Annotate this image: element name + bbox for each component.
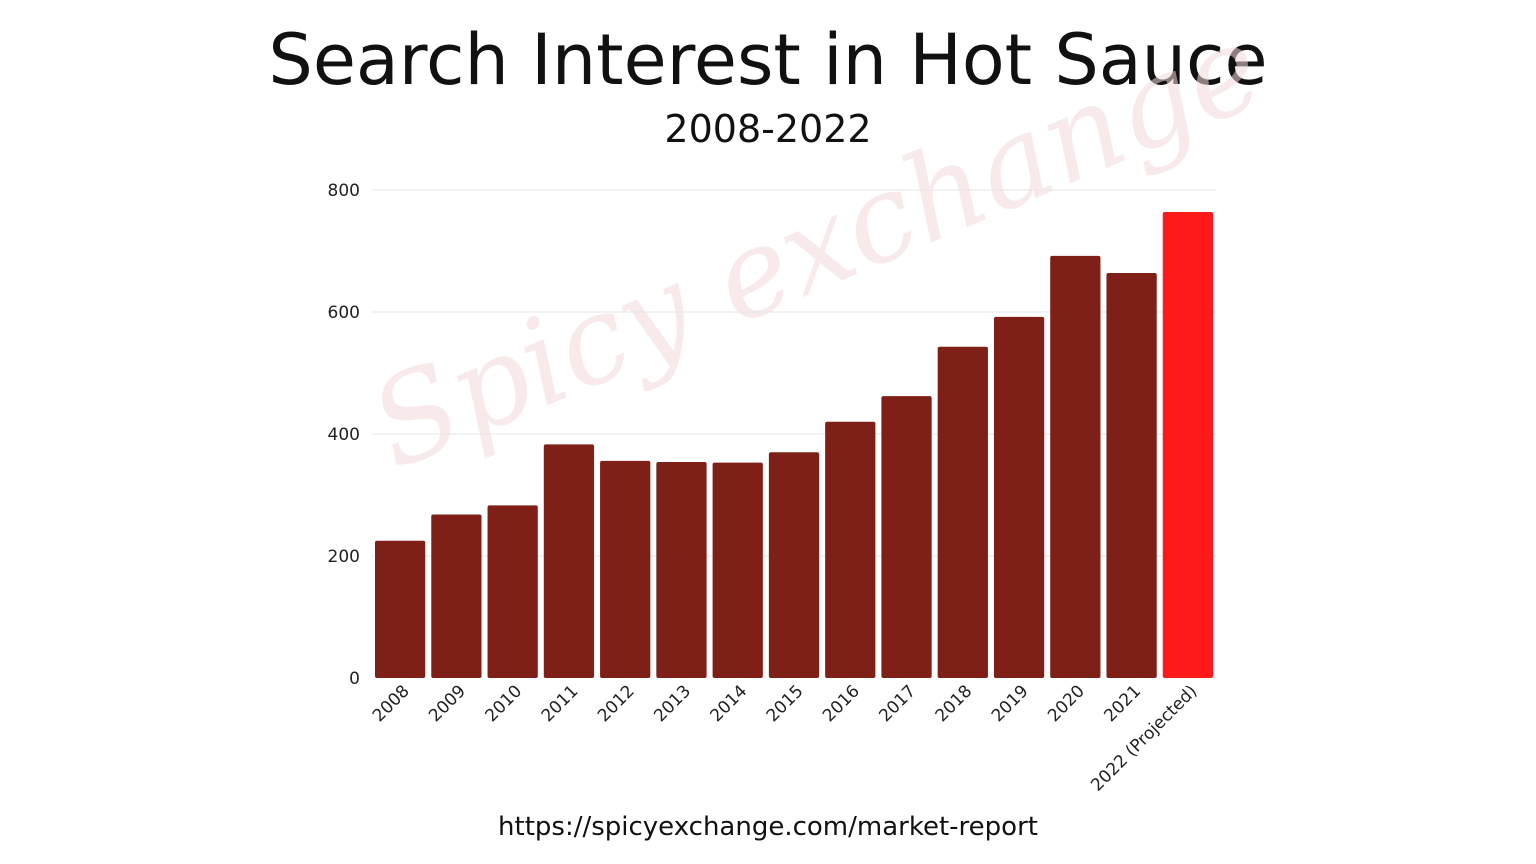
x-tick-label: 2016: [819, 681, 864, 726]
y-tick-label: 600: [328, 303, 360, 323]
x-tick-label: 2009: [425, 681, 470, 726]
x-tick-label: 2013: [650, 681, 695, 726]
x-axis-ticks: 2008 2009 2010 2011 2012 2013 2014 2015 2016 2017…: [369, 681, 1201, 795]
bar-2016: [825, 421, 876, 678]
x-tick-label: 2015: [763, 681, 808, 726]
bar-2019: [993, 316, 1045, 678]
chart-title: Search Interest in Hot Sauce: [268, 19, 1268, 101]
y-tick-label: 400: [328, 425, 360, 445]
x-tick-label: 2008: [369, 681, 414, 726]
source-url: https://spicyexchange.com/market-report: [498, 812, 1038, 842]
bar-2018: [937, 346, 988, 678]
bars: [375, 211, 1213, 678]
x-tick-label: 2019: [988, 681, 1033, 726]
bar-2009: [431, 514, 482, 678]
bar-2020: [1050, 255, 1101, 678]
bar-2021: [1106, 272, 1157, 678]
x-tick-label: 2018: [932, 681, 977, 726]
bar-2013: [656, 462, 707, 678]
y-tick-label: 800: [328, 181, 360, 201]
x-tick-label: 2012: [594, 681, 639, 726]
bar-2012: [600, 460, 651, 678]
y-axis-ticks: 0 200 400 600 800: [328, 181, 360, 689]
x-tick-label: 2021: [1100, 681, 1145, 726]
y-tick-label: 200: [328, 547, 360, 567]
chart-subtitle: 2008-2022: [664, 107, 872, 151]
bar-2014: [712, 462, 763, 678]
x-tick-label: 2014: [707, 681, 752, 726]
bar-2017: [881, 396, 932, 678]
y-tick-label: 0: [349, 669, 360, 689]
x-tick-label: 2020: [1044, 681, 1089, 726]
x-tick-label: 2011: [538, 681, 583, 726]
x-tick-label: 2022 (Projected): [1087, 681, 1201, 795]
bar-2008: [375, 540, 426, 678]
bar-2010: [487, 505, 538, 678]
bar-2011: [543, 444, 595, 678]
x-tick-label: 2010: [481, 681, 526, 726]
bar-2022-projected-: [1162, 211, 1213, 678]
bar-2015: [768, 452, 820, 678]
x-tick-label: 2017: [875, 681, 920, 726]
